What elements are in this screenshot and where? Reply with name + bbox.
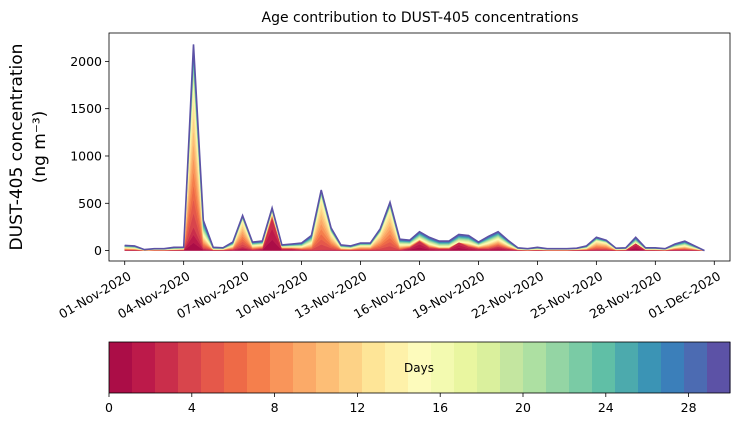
- age-band-area-13: [124, 82, 705, 251]
- age-band-area-16: [124, 73, 705, 251]
- y-tick-label: 2000: [70, 54, 102, 69]
- total-concentration-line: [124, 44, 705, 252]
- y-tick-label: 0: [94, 243, 102, 258]
- age-band-area-8: [124, 141, 705, 251]
- colorbar-tick-label: 24: [598, 400, 614, 415]
- colorbar-segment-21: [592, 342, 616, 393]
- age-band-area-9: [124, 127, 705, 251]
- y-axis-label-line2: (ng m⁻³): [30, 111, 50, 184]
- colorbar-segment-24: [661, 342, 685, 393]
- colorbar-label: Days: [404, 361, 434, 375]
- age-band-area-19: [124, 64, 705, 251]
- colorbar-segment-19: [546, 342, 570, 393]
- colorbar-segment-15: [454, 342, 478, 393]
- age-band-area-21: [124, 58, 705, 251]
- colorbar-segment-17: [500, 342, 524, 393]
- colorbar-segment-9: [316, 342, 340, 393]
- colorbar-segment-13: [408, 342, 432, 393]
- colorbar-segment-11: [362, 342, 386, 393]
- age-band-area-23: [124, 53, 705, 251]
- colorbar-segment-3: [178, 342, 202, 393]
- colorbar-segment-0: [109, 342, 133, 393]
- colorbar-segment-16: [477, 342, 501, 393]
- colorbar-segment-8: [293, 342, 317, 393]
- colorbar-segment-5: [224, 342, 248, 393]
- colorbar-segment-6: [247, 342, 271, 393]
- age-band-area-18: [124, 67, 705, 251]
- y-tick-label: 1000: [70, 148, 102, 163]
- age-band-area-26: [124, 44, 705, 251]
- y-tick-label: 1500: [70, 101, 102, 116]
- colorbar-tick-label: 8: [271, 400, 279, 415]
- age-band-area-24: [124, 50, 705, 251]
- colorbar-segment-25: [684, 342, 708, 393]
- colorbar-tick-label: 4: [188, 400, 196, 415]
- colorbar-tick-label: 12: [349, 400, 365, 415]
- colorbar-frame: [108, 341, 731, 394]
- colorbar-segment-4: [201, 342, 225, 393]
- colorbar-segment-14: [431, 342, 455, 393]
- colorbar-segment-7: [270, 342, 294, 393]
- colorbar-segment-22: [615, 342, 639, 393]
- colorbar-tick-label: 0: [105, 400, 113, 415]
- colorbar-tick-label: 28: [681, 400, 697, 415]
- age-band-area-11: [124, 99, 705, 251]
- colorbar-segment-23: [638, 342, 662, 393]
- colorbar-segment-18: [523, 342, 547, 393]
- colorbar-tick-label: 16: [432, 400, 448, 415]
- y-axis-label-line1: DUST-405 concentration: [7, 44, 27, 251]
- age-band-area-12: [124, 84, 705, 251]
- colorbar-tick-label: 20: [515, 400, 531, 415]
- colorbar-segment-12: [385, 342, 409, 393]
- colorbar-segment-26: [707, 342, 731, 393]
- age-band-area-15: [124, 76, 705, 251]
- age-band-area-10: [124, 113, 705, 251]
- age-band-area-20: [124, 61, 705, 251]
- y-tick-label: 500: [78, 196, 102, 211]
- colorbar-segment-1: [132, 342, 156, 393]
- chart-title: Age contribution to DUST-405 concentrati…: [262, 10, 579, 26]
- colorbar-segment-20: [569, 342, 593, 393]
- colorbar-segment-10: [339, 342, 363, 393]
- age-band-area-25: [124, 47, 705, 251]
- colorbar-segment-2: [155, 342, 179, 393]
- age-band-area-22: [124, 55, 705, 251]
- age-band-area-14: [124, 79, 705, 251]
- age-band-area-17: [124, 70, 705, 251]
